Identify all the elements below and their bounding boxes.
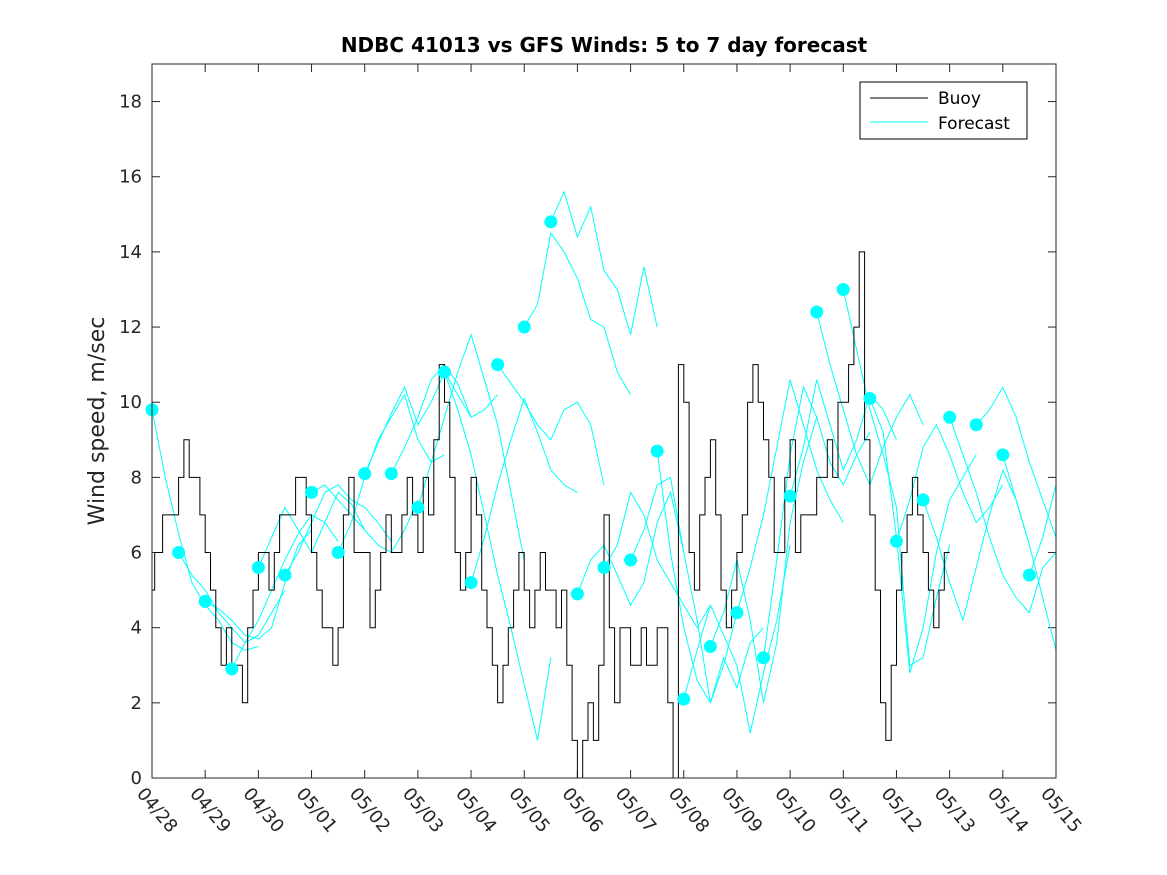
- forecast-start-marker: [384, 467, 398, 481]
- forecast-line: [630, 476, 738, 703]
- forecast-start-marker: [996, 448, 1010, 462]
- forecast-line: [550, 190, 658, 335]
- forecast-line: [444, 371, 552, 741]
- legend-forecast-label: Forecast: [938, 114, 1010, 134]
- chart-title: NDBC 41013 vs GFS Winds: 5 to 7 day fore…: [341, 33, 868, 57]
- forecast-start-marker: [305, 485, 319, 499]
- forecast-start-marker: [411, 500, 425, 514]
- forecast-line: [284, 484, 392, 576]
- forecast-line: [763, 385, 871, 658]
- forecast-start-marker: [757, 651, 771, 665]
- forecast-start-marker: [251, 561, 265, 575]
- legend: Buoy Forecast: [859, 81, 1028, 140]
- forecast-start-marker: [624, 553, 638, 567]
- forecast-line: [949, 417, 1057, 614]
- forecast-start-marker: [783, 489, 797, 503]
- forecast-line: [1028, 484, 1057, 576]
- forecast-line: [896, 423, 1004, 542]
- axes-frame: [151, 63, 1057, 779]
- forecast-line: [789, 379, 897, 497]
- forecast-start-markers: [145, 215, 1036, 706]
- forecast-start-marker: [810, 305, 824, 319]
- legend-buoy-label: Buoy: [938, 89, 981, 109]
- forecast-line: [842, 289, 951, 667]
- forecast-start-marker: [570, 587, 584, 601]
- plot-area: [152, 64, 1056, 778]
- forecast-line: [603, 491, 711, 629]
- forecast-start-marker: [464, 576, 478, 590]
- forecast-line: [683, 544, 791, 734]
- forecast-line: [497, 364, 605, 486]
- forecast-start-marker: [437, 365, 451, 379]
- y-tick-label: 10: [119, 392, 142, 413]
- forecast-line: [1002, 454, 1057, 651]
- forecast-start-marker: [1022, 568, 1036, 582]
- forecast-start-marker: [703, 639, 717, 653]
- forecast-start-marker: [969, 418, 983, 432]
- forecast-line: [337, 393, 445, 553]
- forecast-line: [523, 231, 632, 395]
- buoy-series-group: [152, 251, 950, 779]
- forecast-start-marker: [331, 546, 345, 560]
- y-tick-label: 12: [119, 317, 142, 338]
- y-tick-label: 6: [131, 543, 142, 564]
- forecast-line: [231, 514, 339, 670]
- forecast-start-marker: [836, 282, 850, 296]
- forecast-start-marker: [491, 358, 505, 372]
- forecast-line: [470, 397, 578, 583]
- forecast-start-marker: [597, 561, 611, 575]
- forecast-start-marker: [943, 410, 957, 424]
- y-tick-label: 8: [131, 467, 142, 488]
- forecast-start-marker: [730, 606, 744, 620]
- plot-background: [152, 64, 1056, 778]
- y-tick-label: 2: [131, 693, 142, 714]
- forecast-line: [656, 451, 764, 705]
- forecast-start-marker: [198, 594, 212, 608]
- axes-border: [151, 63, 1057, 779]
- forecast-start-marker: [517, 320, 531, 334]
- forecast-start-marker: [650, 444, 664, 458]
- forecast-line: [709, 417, 818, 703]
- y-tick-label: 14: [119, 242, 142, 263]
- forecast-start-marker: [225, 662, 239, 676]
- y-tick-label: 0: [131, 768, 142, 789]
- legend-box: [859, 81, 1028, 140]
- forecast-start-marker: [889, 534, 903, 548]
- forecast-start-marker: [278, 568, 292, 582]
- forecast-line: [204, 529, 312, 640]
- forecast-line: [576, 490, 685, 607]
- forecast-start-marker: [544, 215, 558, 229]
- forecast-line: [922, 468, 1030, 622]
- forecast-line: [869, 398, 977, 673]
- forecast-start-marker: [172, 546, 186, 560]
- forecast-start-marker: [916, 493, 930, 507]
- forecast-line: [417, 332, 525, 561]
- forecast-start-marker: [677, 692, 691, 706]
- forecast-start-marker: [358, 467, 372, 481]
- y-axis-label: Wind speed, m/sec: [85, 317, 110, 526]
- y-tick-label: 4: [131, 618, 142, 639]
- forecast-start-marker: [863, 391, 877, 405]
- forecast-line: [975, 386, 1057, 538]
- y-tick-label: 18: [119, 92, 142, 113]
- buoy-line: [152, 251, 950, 779]
- y-tick-label: 16: [119, 167, 142, 188]
- forecast-line: [736, 379, 844, 613]
- forecast-line: [311, 484, 419, 554]
